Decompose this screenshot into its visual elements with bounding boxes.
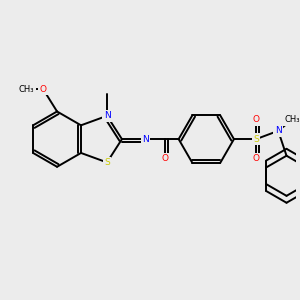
Text: N: N xyxy=(275,126,282,135)
Text: O: O xyxy=(253,115,260,124)
Text: O: O xyxy=(161,154,168,163)
Text: O: O xyxy=(253,154,260,163)
Text: N: N xyxy=(103,111,110,120)
Text: S: S xyxy=(253,135,259,144)
Text: CH₃: CH₃ xyxy=(284,115,300,124)
Text: O: O xyxy=(40,85,47,94)
Text: CH₃: CH₃ xyxy=(19,85,34,94)
Text: N: N xyxy=(142,135,149,144)
Text: S: S xyxy=(104,158,110,167)
